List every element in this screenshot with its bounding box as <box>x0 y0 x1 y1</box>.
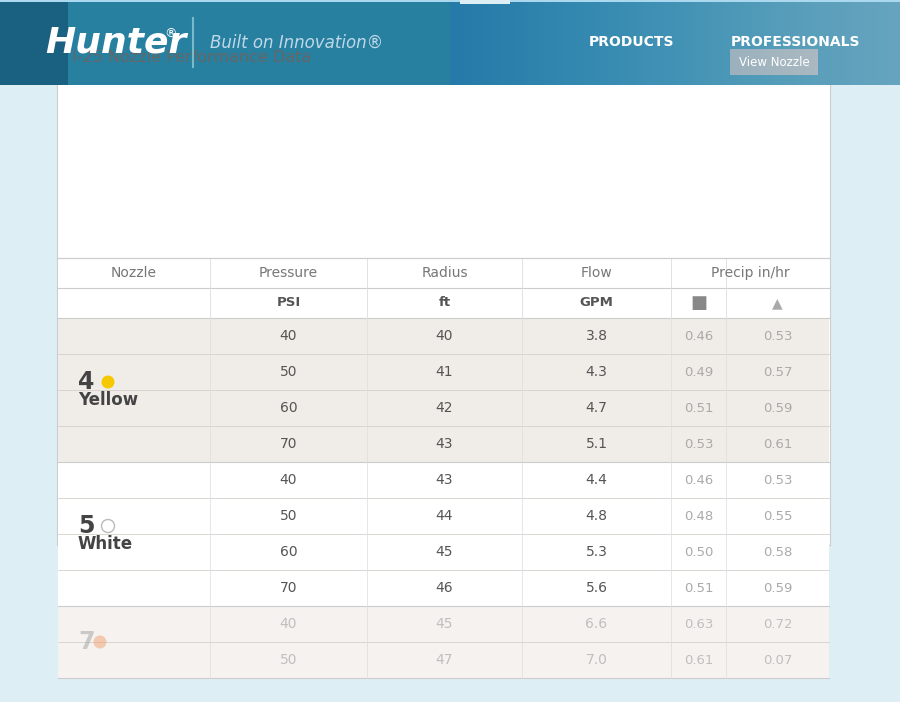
Text: 4.8: 4.8 <box>586 509 608 523</box>
Text: PRODUCTS: PRODUCTS <box>590 36 675 50</box>
Text: 50: 50 <box>280 509 297 523</box>
Text: 50: 50 <box>280 653 297 667</box>
Text: Hunter: Hunter <box>45 25 186 60</box>
Text: I-25 Nozzle Performance Data: I-25 Nozzle Performance Data <box>72 50 311 65</box>
Text: 0.53: 0.53 <box>763 474 792 486</box>
Text: 0.07: 0.07 <box>763 654 792 666</box>
Text: 45: 45 <box>436 617 454 631</box>
Text: White: White <box>78 535 133 553</box>
Text: PROFESSIONALS: PROFESSIONALS <box>730 36 860 50</box>
Text: 43: 43 <box>436 437 454 451</box>
Bar <box>730 49 818 75</box>
Text: 0.53: 0.53 <box>684 437 713 451</box>
Text: 60: 60 <box>280 401 297 415</box>
Text: Radius: Radius <box>421 266 468 280</box>
Text: Flow: Flow <box>580 266 612 280</box>
Text: ®: ® <box>164 27 176 40</box>
Text: Nozzle: Nozzle <box>111 266 157 280</box>
FancyBboxPatch shape <box>57 17 830 545</box>
Text: 0.61: 0.61 <box>763 437 792 451</box>
Text: 46: 46 <box>436 581 454 595</box>
Text: 4.3: 4.3 <box>586 365 608 379</box>
Text: 40: 40 <box>436 329 454 343</box>
Bar <box>58 258 829 288</box>
Bar <box>0 0 68 85</box>
Text: 0.59: 0.59 <box>763 581 792 595</box>
Text: 4.7: 4.7 <box>586 401 608 415</box>
Text: 7.0: 7.0 <box>586 653 608 667</box>
Text: ■: ■ <box>690 294 707 312</box>
Text: ▲: ▲ <box>772 296 783 310</box>
Text: 40: 40 <box>280 329 297 343</box>
Bar <box>58 462 829 606</box>
Text: ft: ft <box>438 296 451 310</box>
Text: 42: 42 <box>436 401 454 415</box>
Text: 44: 44 <box>436 509 454 523</box>
Text: 0.46: 0.46 <box>684 474 713 486</box>
Text: 40: 40 <box>280 473 297 487</box>
Text: 60: 60 <box>280 545 297 559</box>
Text: 0.63: 0.63 <box>684 618 713 630</box>
Text: 0.53: 0.53 <box>763 329 792 343</box>
Text: 43: 43 <box>436 473 454 487</box>
Text: Precip in/hr: Precip in/hr <box>711 266 789 280</box>
Text: 45: 45 <box>436 545 454 559</box>
Text: 4: 4 <box>78 370 94 394</box>
Text: Pressure: Pressure <box>259 266 318 280</box>
Text: 5: 5 <box>78 514 94 538</box>
Text: 0.57: 0.57 <box>763 366 792 378</box>
Text: Yellow: Yellow <box>78 391 138 409</box>
Bar <box>58 288 829 318</box>
Text: PSI: PSI <box>276 296 301 310</box>
Text: 4.4: 4.4 <box>586 473 608 487</box>
Bar <box>460 0 510 4</box>
Text: 70: 70 <box>280 437 297 451</box>
Text: 47: 47 <box>436 653 454 667</box>
Text: 0.58: 0.58 <box>763 545 792 559</box>
Text: 41: 41 <box>436 365 454 379</box>
Bar <box>58 318 829 462</box>
Text: 0.61: 0.61 <box>684 654 713 666</box>
Text: 0.59: 0.59 <box>763 402 792 414</box>
Bar <box>0 0 900 2</box>
Text: 0.72: 0.72 <box>763 618 792 630</box>
Circle shape <box>102 519 114 533</box>
Text: 70: 70 <box>280 581 297 595</box>
Text: 5.3: 5.3 <box>586 545 608 559</box>
Text: 7: 7 <box>78 630 94 654</box>
Text: 0.46: 0.46 <box>684 329 713 343</box>
Text: 0.55: 0.55 <box>763 510 792 522</box>
Bar <box>0 0 900 85</box>
Text: 5.6: 5.6 <box>586 581 608 595</box>
Text: View Nozzle: View Nozzle <box>739 55 809 69</box>
Text: Built on Innovation®: Built on Innovation® <box>210 34 383 51</box>
Circle shape <box>94 635 106 649</box>
Text: 3.8: 3.8 <box>586 329 608 343</box>
Text: 6.6: 6.6 <box>585 617 608 631</box>
Text: 0.51: 0.51 <box>684 581 713 595</box>
Text: 0.49: 0.49 <box>684 366 713 378</box>
Text: 0.48: 0.48 <box>684 510 713 522</box>
Text: 50: 50 <box>280 365 297 379</box>
Bar <box>58 606 829 678</box>
Circle shape <box>102 376 114 388</box>
Text: 40: 40 <box>280 617 297 631</box>
Text: 0.51: 0.51 <box>684 402 713 414</box>
Text: 0.50: 0.50 <box>684 545 713 559</box>
Text: 5.1: 5.1 <box>586 437 608 451</box>
Text: GPM: GPM <box>580 296 614 310</box>
